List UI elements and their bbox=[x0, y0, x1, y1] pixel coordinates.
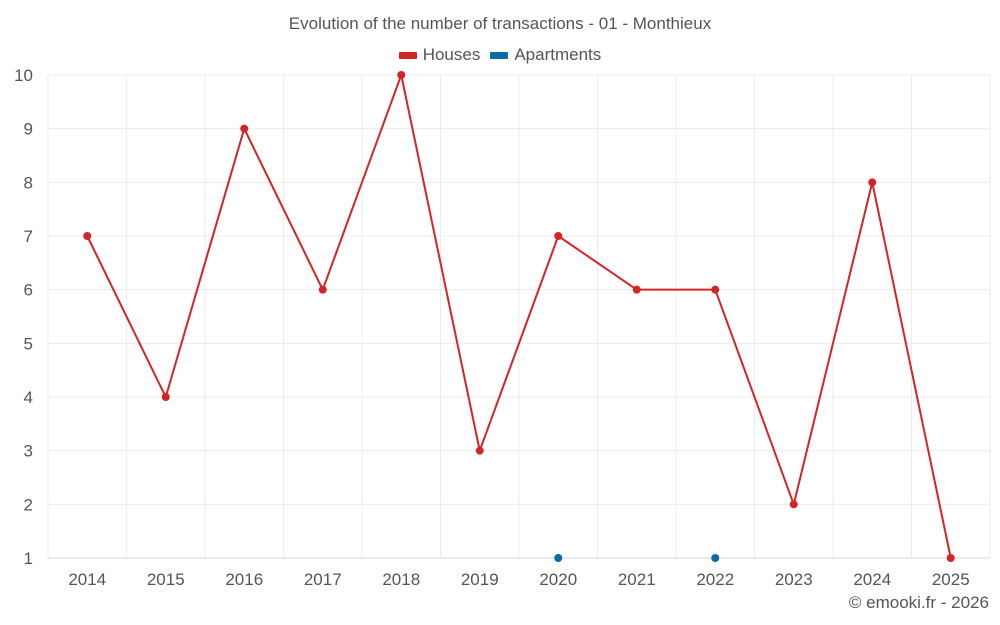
legend: Houses Apartments bbox=[0, 45, 1000, 65]
data-point-houses bbox=[554, 232, 563, 240]
x-tick-label: 2021 bbox=[618, 570, 656, 589]
y-tick-label: 6 bbox=[24, 281, 33, 300]
data-point-houses bbox=[475, 446, 484, 455]
x-tick-label: 2015 bbox=[147, 570, 185, 589]
legend-label-apartments: Apartments bbox=[514, 45, 602, 64]
data-point-houses bbox=[711, 285, 720, 294]
y-tick-label: 4 bbox=[24, 388, 33, 407]
x-tick-label: 2023 bbox=[775, 570, 813, 589]
y-tick-label: 10 bbox=[14, 66, 33, 85]
y-tick-label: 9 bbox=[24, 120, 33, 139]
axes: 1 2 3 4 5 6 7 8 9 10 2014 2015 2016 2017 2018 2019 2020 2… bbox=[14, 66, 990, 589]
x-tick-label: 2017 bbox=[304, 570, 342, 589]
x-tick-label: 2024 bbox=[853, 570, 891, 589]
legend-swatch-apartments bbox=[490, 51, 509, 59]
data-point-houses bbox=[161, 393, 170, 401]
y-tick-label: 7 bbox=[24, 227, 33, 246]
y-tick-label: 8 bbox=[24, 173, 33, 192]
series-line-houses bbox=[86, 74, 952, 559]
x-tick-label: 2022 bbox=[696, 570, 734, 589]
legend-item-houses[interactable]: Houses bbox=[398, 45, 481, 65]
x-tick-label: 2025 bbox=[932, 570, 970, 589]
legend-label-houses: Houses bbox=[422, 45, 481, 64]
credit-text: © emooki.fr - 2026 bbox=[848, 593, 989, 612]
x-tick-label: 2018 bbox=[382, 570, 420, 589]
data-point-houses bbox=[868, 178, 877, 187]
x-tick-label: 2019 bbox=[461, 570, 499, 589]
legend-item-apartments[interactable]: Apartments bbox=[490, 45, 601, 65]
data-point-houses bbox=[83, 232, 92, 240]
x-tick-label: 2016 bbox=[225, 570, 263, 589]
data-point-houses bbox=[946, 554, 955, 562]
chart-title: Evolution of the number of transactions … bbox=[288, 14, 712, 33]
y-tick-label: 5 bbox=[24, 334, 33, 353]
series bbox=[83, 71, 955, 562]
data-point-houses bbox=[789, 500, 798, 509]
data-point-apartments bbox=[554, 554, 563, 562]
y-tick-label: 3 bbox=[24, 442, 33, 461]
grid bbox=[47, 74, 991, 558]
x-tick-label: 2020 bbox=[539, 570, 577, 589]
x-tick-label: 2014 bbox=[68, 570, 106, 589]
data-point-apartments bbox=[711, 554, 720, 562]
y-tick-label: 1 bbox=[24, 549, 33, 568]
data-point-houses bbox=[240, 124, 249, 133]
legend-swatch-houses bbox=[398, 51, 417, 59]
data-point-houses bbox=[318, 285, 327, 294]
data-point-houses bbox=[632, 285, 641, 294]
data-point-houses bbox=[397, 71, 406, 79]
y-tick-label: 2 bbox=[24, 495, 33, 514]
